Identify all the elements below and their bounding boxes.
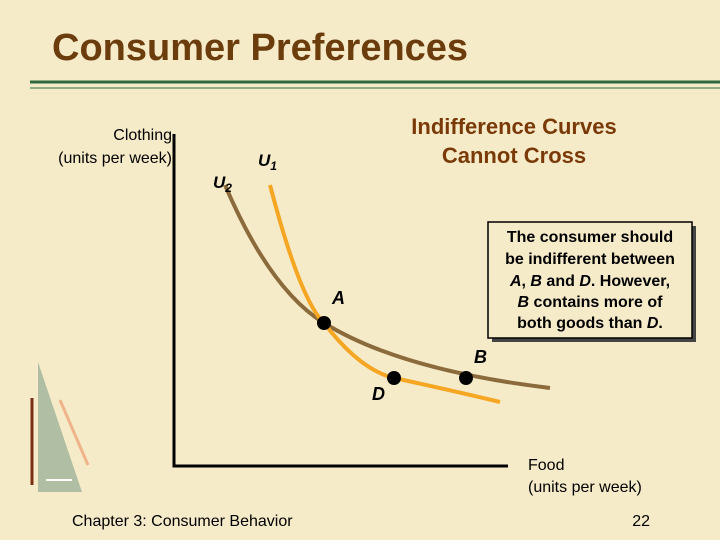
y-axis-label: (units per week) xyxy=(58,150,172,167)
note-part: B xyxy=(518,294,530,311)
note-line: be indifferent between xyxy=(505,251,675,268)
footer-chapter: Chapter 3: Consumer Behavior xyxy=(72,513,293,530)
point-label: B xyxy=(474,347,487,367)
page-number: 22 xyxy=(632,513,650,530)
note-part: . xyxy=(658,315,662,332)
note-part: both goods than xyxy=(517,315,647,332)
note-line: B contains more of xyxy=(518,294,664,311)
curve-u1 xyxy=(268,184,501,404)
heading: Indifference Curves xyxy=(411,114,616,139)
title: Consumer Preferences xyxy=(52,27,468,69)
point-label: D xyxy=(372,384,385,404)
x-axis-label: Food xyxy=(528,457,564,474)
curve-letter: U xyxy=(213,173,226,192)
point xyxy=(317,316,331,330)
note-line: The consumer should xyxy=(507,229,673,246)
curve-sub: 1 xyxy=(270,159,277,173)
note-part: . However, xyxy=(591,273,670,290)
note-line: A, B and D. However, xyxy=(509,273,670,290)
note-part: contains more of xyxy=(529,294,663,311)
note-part: D xyxy=(647,315,659,332)
y-axis-label: Clothing xyxy=(113,127,172,144)
curve-letter: U xyxy=(258,151,271,170)
corner-icon xyxy=(30,362,90,492)
note: The consumer should be indifferent betwe… xyxy=(505,229,675,332)
note-part: B xyxy=(530,273,542,290)
note-box xyxy=(487,221,693,339)
x-axis-label: (units per week) xyxy=(528,479,642,496)
point xyxy=(387,371,401,385)
note-part: D xyxy=(579,273,591,290)
axes xyxy=(172,134,508,468)
point xyxy=(459,371,473,385)
curve-sub: 2 xyxy=(224,181,232,195)
heading: Cannot Cross xyxy=(442,143,586,168)
curve-label: U1 xyxy=(258,151,277,173)
point-label: A xyxy=(331,288,345,308)
note-part: and xyxy=(542,273,579,290)
note-line: both goods than D. xyxy=(517,315,663,332)
curve-label: U2 xyxy=(213,173,232,195)
note-part: , xyxy=(522,273,531,290)
note-part: A xyxy=(509,273,522,290)
